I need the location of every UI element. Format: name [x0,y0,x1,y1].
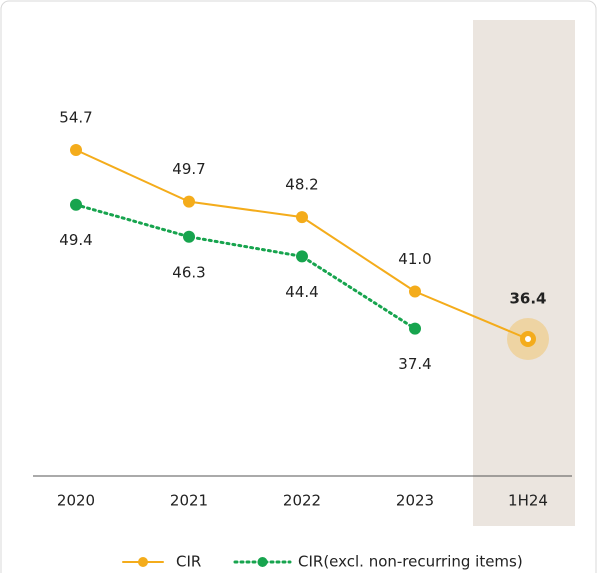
point [296,250,308,263]
data-label: 44.4 [285,283,318,301]
data-label: 46.3 [172,263,205,281]
highlight-column [473,20,575,526]
legend-label: CIR [176,553,201,571]
data-label: 36.4 [509,290,546,308]
point [70,198,82,211]
x-tick-label: 2022 [283,492,321,510]
legend-dot [138,557,148,567]
point [70,144,82,156]
point [409,285,421,298]
point [409,322,421,335]
point [183,195,195,208]
point [183,230,195,243]
x-tick-label: 1H24 [508,492,548,510]
x-tick-label: 2023 [396,492,434,510]
data-label: 41.0 [398,250,431,268]
legend-label: CIR(excl. non-recurring items) [298,553,523,571]
data-label: 48.2 [285,176,318,194]
legend-dot [257,557,268,567]
data-label: 49.7 [172,160,205,178]
x-tick-label: 2021 [170,492,208,510]
data-label: 49.4 [59,231,92,249]
data-label: 54.7 [59,109,92,127]
point-center [525,336,531,342]
series-line [74,203,417,331]
data-label: 37.4 [398,355,431,373]
point [296,211,308,224]
x-tick-label: 2020 [57,492,95,510]
